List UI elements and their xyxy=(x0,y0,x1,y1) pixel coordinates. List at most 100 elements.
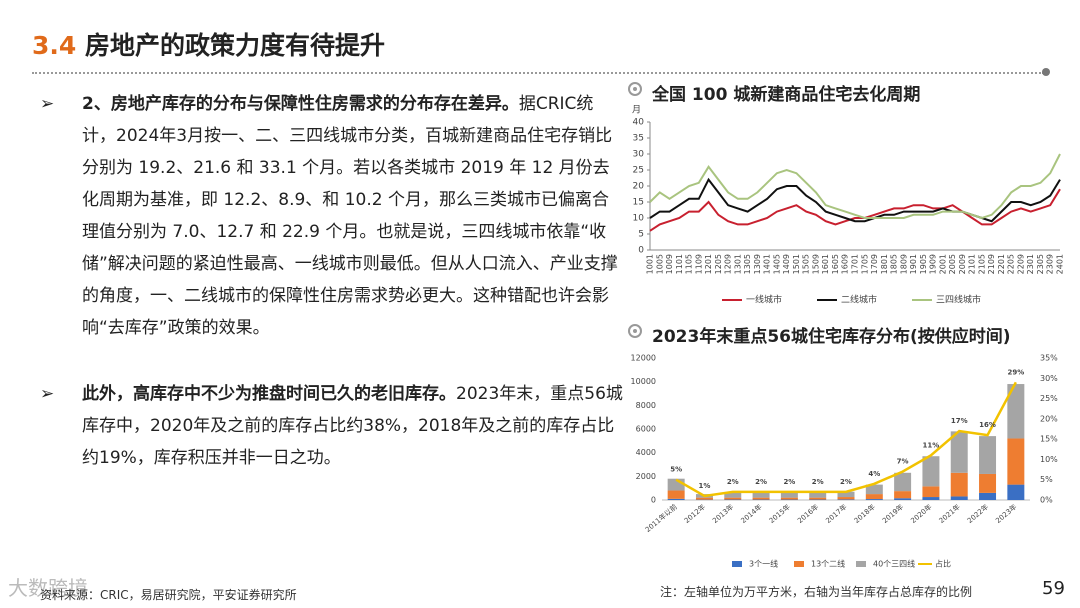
y-tick-label: 10000 xyxy=(631,377,656,386)
bar-segment xyxy=(979,473,997,493)
section-number: 3.4 xyxy=(32,31,77,60)
x-tick-label: 2301 xyxy=(1026,254,1035,274)
bar-segment xyxy=(667,490,685,499)
bullet-lead: 此外，高库存中不少为推盘时间已久的老旧库存。 xyxy=(82,384,456,404)
bar-segment xyxy=(667,498,685,500)
legend-swatch xyxy=(732,561,742,567)
title-text: 房地产的政策力度有待提升 xyxy=(85,31,386,60)
x-tick-label: 1009 xyxy=(665,254,674,274)
x-tick-label: 1705 xyxy=(860,254,869,274)
y-tick-label: 0 xyxy=(651,496,656,505)
x-tick-label: 2017年 xyxy=(824,502,849,525)
bar-segment xyxy=(922,456,940,487)
chart-title-text: 2023年末重点56城住宅库存分布(按供应时间) xyxy=(652,327,1011,347)
x-tick-label: 2209 xyxy=(1016,254,1025,274)
y-tick-label: 0 xyxy=(638,246,644,256)
bar-segment xyxy=(695,497,713,500)
x-tick-label: 1905 xyxy=(919,254,928,274)
x-tick-label: 1001 xyxy=(646,254,655,274)
x-tick-label: 2011年以前 xyxy=(643,502,679,534)
x-tick-label: 1805 xyxy=(890,254,899,274)
x-tick-label: 1509 xyxy=(811,254,820,274)
watermark: 大数跨境 xyxy=(8,576,88,600)
bar-segment xyxy=(865,484,883,495)
x-tick-label: 2101 xyxy=(968,254,977,274)
value-label: 7% xyxy=(897,458,909,466)
bar-chart: 0 2000 4000 6000 8000 10000 12000 0% 5% 10% 15% 20%… xyxy=(631,354,1059,569)
x-tick-label: 1301 xyxy=(733,254,742,274)
bar-segment xyxy=(724,497,742,500)
y-tick-label: 5 xyxy=(638,230,644,240)
value-label: 4% xyxy=(868,470,880,478)
value-label: 11% xyxy=(923,441,940,449)
x-tick-label: 2016年 xyxy=(795,502,820,525)
bar-segment xyxy=(1007,438,1025,485)
series-line xyxy=(649,188,1061,232)
bar-segment xyxy=(752,497,770,500)
y-tick-label: 35 xyxy=(633,134,644,144)
legend-label: 40个三四线 xyxy=(873,559,915,569)
bar-segment xyxy=(837,499,855,500)
slide-title: 3.4 房地产的政策力度有待提升 xyxy=(32,26,385,62)
bar-segment xyxy=(780,497,798,500)
legend-label: 二线城市 xyxy=(841,294,877,306)
bar-segment xyxy=(950,496,968,500)
y-tick-label: 15 xyxy=(633,198,644,208)
y-tick-label: 20 xyxy=(633,182,645,192)
bar-segment xyxy=(894,498,912,500)
bar-segment xyxy=(1007,484,1025,500)
x-tick-label: 2205 xyxy=(1007,254,1016,274)
legend-swatch xyxy=(794,561,804,567)
legend-label: 占比 xyxy=(935,559,951,569)
x-tick-label: 2019年 xyxy=(880,502,905,525)
x-tick-label: 2022年 xyxy=(965,502,990,525)
bar-segment xyxy=(865,494,883,500)
x-tick-label: 1505 xyxy=(802,254,811,274)
divider-dot xyxy=(1042,68,1050,76)
y2-tick-label: 35% xyxy=(1040,354,1058,363)
x-tick-label: 2015年 xyxy=(767,502,792,525)
bullet-lead: 2、房地产库存的分布与保障性住房需求的分布存在差异。 xyxy=(82,94,519,114)
x-tick-label: 1605 xyxy=(831,254,840,274)
legend-label: 13个二线 xyxy=(811,559,845,569)
x-tick-label: 1205 xyxy=(714,254,723,274)
bar-segment xyxy=(922,486,940,498)
x-tick-label: 1501 xyxy=(792,254,801,274)
y2-tick-label: 30% xyxy=(1040,374,1058,383)
value-label: 2% xyxy=(783,478,795,486)
y-tick-label: 30 xyxy=(633,150,645,160)
divider xyxy=(32,72,1044,74)
x-tick-label: 2020年 xyxy=(909,502,934,525)
series-line xyxy=(649,153,1061,220)
y2-tick-label: 0% xyxy=(1040,496,1053,505)
bullet-text: 据CRIC统计，2024年3月按一、二、三四线城市分类，百城新建商品住宅存销比分… xyxy=(82,94,618,338)
x-tick-label: 2109 xyxy=(987,254,996,274)
x-tick-label: 2305 xyxy=(1036,254,1045,274)
x-tick-label: 1701 xyxy=(851,254,860,274)
bar-segment xyxy=(780,492,798,498)
x-tick-label: 1201 xyxy=(704,254,713,274)
share-line xyxy=(675,381,1017,498)
y-tick-label: 12000 xyxy=(631,354,656,363)
bar-segment xyxy=(724,492,742,498)
bar-segment xyxy=(950,472,968,497)
y-tick-label: 10 xyxy=(633,214,645,224)
bar-segment xyxy=(865,499,883,500)
x-tick-label: 1105 xyxy=(685,254,694,274)
x-tick-label: 2009 xyxy=(958,254,967,274)
bullet: ➢ 此外，高库存中不少为推盘时间已久的老旧库存。2023年末，重点56城库存中，2… xyxy=(40,378,625,474)
note: 注：左轴单位为万平方米，右轴为当年库存占总库存的比例 xyxy=(660,585,973,599)
x-tick-label: 1901 xyxy=(909,254,918,274)
value-label: 16% xyxy=(979,421,996,429)
bar-segment xyxy=(1007,384,1025,439)
x-tick-label: 2005 xyxy=(948,254,957,274)
y-axis-label: 月 xyxy=(632,105,641,116)
x-tick-label: 2105 xyxy=(977,254,986,274)
y2-tick-label: 15% xyxy=(1040,435,1058,444)
bullet-arrow: ➢ xyxy=(40,384,55,404)
x-tick-label: 1209 xyxy=(724,254,733,274)
series-line xyxy=(649,177,1061,223)
value-label: 5% xyxy=(670,466,682,474)
y2-tick-label: 25% xyxy=(1040,394,1058,403)
